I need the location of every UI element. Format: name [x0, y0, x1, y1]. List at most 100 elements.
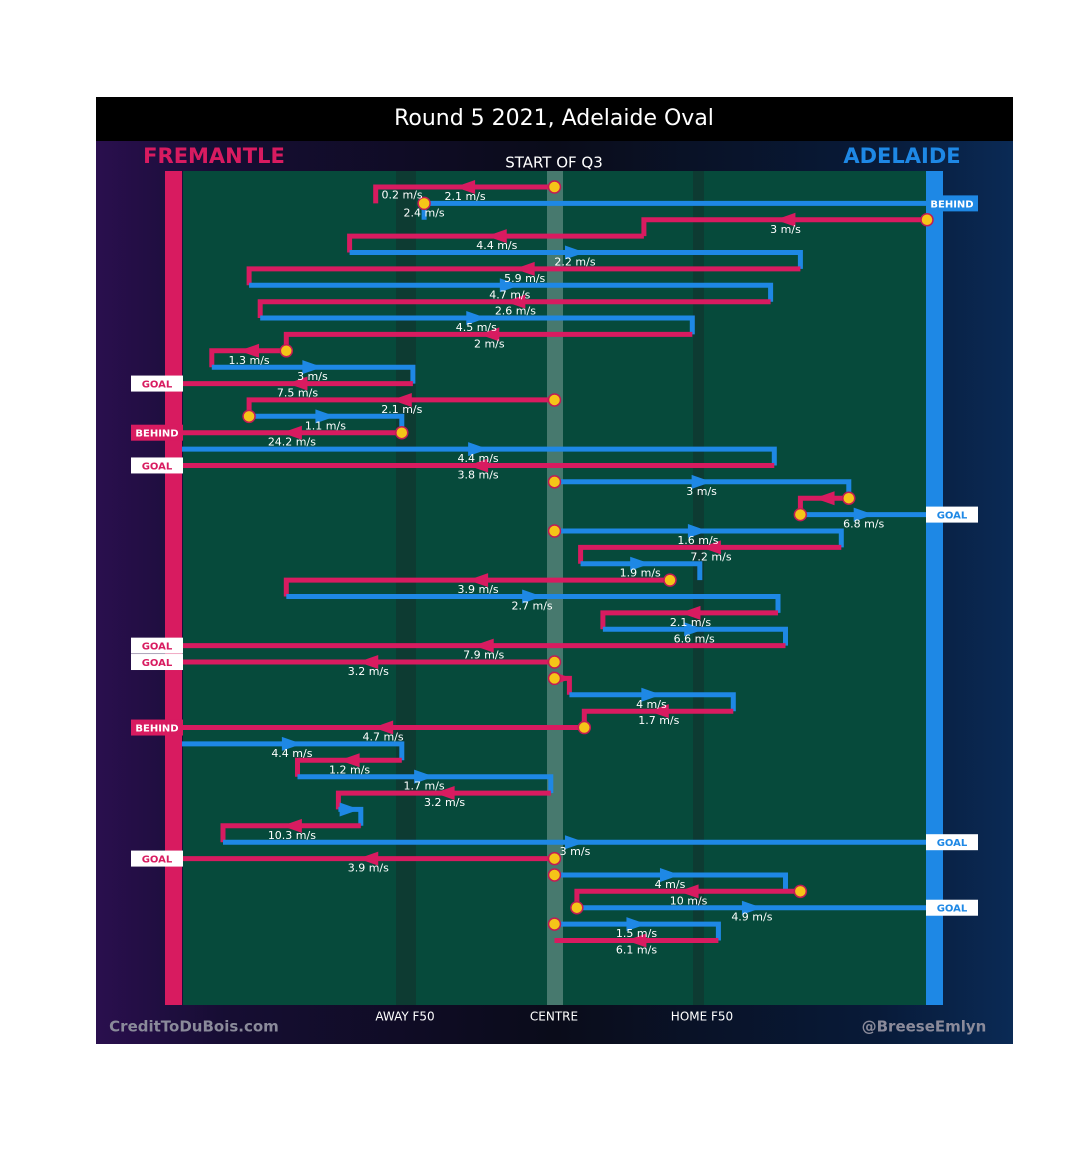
chain-35-arrow	[339, 753, 360, 768]
chain-21-arrow	[687, 523, 708, 538]
chain-14-arrow	[315, 409, 336, 424]
speed-label-26: 2.1 m/s	[670, 616, 711, 629]
chain-11-arrow	[302, 360, 323, 375]
stoppage-marker-1	[417, 196, 431, 211]
x-tick-away-f50: AWAY F50	[375, 1010, 434, 1024]
outcome-label-28: GOAL	[142, 642, 173, 653]
chain-34-arrow	[281, 736, 302, 751]
speed-label-13: 2.1 m/s	[381, 403, 422, 416]
stoppage-marker-20	[793, 507, 808, 522]
chain-34-path	[182, 741, 405, 761]
chain-44-arrow	[741, 900, 762, 915]
chain-26-arrow	[680, 605, 701, 620]
home-f50-band	[693, 171, 704, 1005]
fremantle-label: FREMANTLE	[143, 144, 285, 168]
chain-35-path	[295, 757, 402, 777]
outcome-badge-17	[131, 457, 183, 474]
stoppage-marker-45	[547, 917, 562, 931]
chain-23-arrow	[630, 556, 651, 571]
speed-label-36: 1.7 m/s	[404, 780, 445, 793]
chain-36-path	[297, 774, 554, 794]
chain-23-path	[580, 561, 703, 581]
chain-15-arrow	[281, 425, 302, 440]
chain-0-path	[373, 184, 555, 204]
chain-24-path	[283, 577, 670, 597]
centre-band	[547, 171, 563, 1005]
speed-label-10: 1.3 m/s	[229, 354, 270, 367]
chain-5-path	[246, 266, 801, 286]
chain-41-arrow	[358, 851, 379, 866]
speed-label-41: 3.9 m/s	[348, 862, 389, 875]
speed-label-33: 4.7 m/s	[363, 731, 404, 744]
chain-1-path	[421, 200, 927, 220]
credit-right: @BreeseEmlyn	[862, 1018, 987, 1036]
chain-28-arrow	[473, 638, 494, 653]
outcome-label-44: GOAL	[937, 904, 968, 915]
credit-left: CreditToDuBois.com	[109, 1018, 279, 1036]
chain-5-arrow	[514, 261, 535, 276]
outcome-badge-40	[926, 834, 978, 851]
chain-10-path	[209, 348, 287, 368]
stoppage-marker-14	[242, 409, 256, 424]
speed-label-44: 4.9 m/s	[731, 911, 772, 924]
outcome-badge-33	[131, 719, 183, 736]
chain-16-arrow	[468, 442, 489, 457]
chain-4-path	[349, 250, 803, 269]
outcome-badge-20	[926, 506, 978, 523]
outcome-label-17: GOAL	[142, 461, 173, 472]
chain-24-arrow	[468, 573, 489, 588]
chain-chart: Round 5 2021, Adelaide Oval FREMANTLE AD…	[96, 97, 1013, 1036]
speed-label-43: 10 m/s	[670, 894, 708, 907]
speed-label-32: 1.7 m/s	[638, 714, 679, 727]
chains-layer	[182, 180, 934, 948]
speed-label-3: 4.4 m/s	[476, 239, 517, 252]
fremantle-goal-line	[165, 171, 182, 1005]
stoppage-marker-18	[547, 475, 562, 489]
chain-12-arrow	[287, 376, 308, 391]
chain-3-arrow	[486, 229, 507, 244]
chain-39-arrow	[281, 818, 302, 833]
start-label-1: 0.2 m/s	[382, 188, 423, 201]
chain-40-arrow	[564, 835, 585, 850]
speed-label-28: 7.9 m/s	[463, 649, 504, 662]
chain-25-path	[286, 594, 781, 613]
speed-label-5: 5.9 m/s	[504, 272, 545, 285]
chain-33-arrow	[373, 720, 394, 735]
chain-25-arrow	[522, 589, 543, 604]
chart-title: Round 5 2021, Adelaide Oval	[394, 106, 714, 131]
outcome-label-1: BEHIND	[930, 199, 973, 210]
chain-39-path	[220, 823, 361, 843]
outcome-badge-44	[926, 899, 978, 916]
speed-label-2: 3 m/s	[770, 223, 801, 236]
outcome-label-41: GOAL	[142, 855, 173, 866]
speed-label-14: 1.1 m/s	[305, 419, 346, 432]
stoppage-marker-43	[793, 884, 808, 899]
speed-label-45: 1.5 m/s	[616, 927, 657, 940]
stoppage-marker-2	[920, 213, 934, 227]
chain-9-arrow	[479, 327, 500, 342]
chain-0-arrow	[455, 180, 476, 194]
chain-32-arrow	[648, 704, 669, 719]
speed-label-12: 7.5 m/s	[277, 387, 318, 400]
chain-42-arrow	[659, 867, 680, 882]
away-f50-band	[396, 171, 416, 1005]
chain-7-arrow	[505, 294, 526, 309]
speed-label-42: 4 m/s	[655, 878, 686, 891]
chain-36-arrow	[414, 769, 435, 784]
speed-label-25: 2.7 m/s	[512, 600, 553, 613]
adelaide-goal-line	[926, 171, 943, 1005]
chain-19-arrow	[814, 491, 835, 506]
speed-label-35: 1.2 m/s	[329, 763, 370, 776]
chain-43-arrow	[678, 884, 699, 899]
stoppage-marker-0	[547, 180, 562, 194]
chain-22-path	[578, 544, 842, 564]
speed-label-37: 3.2 m/s	[424, 796, 465, 809]
outcome-label-33: BEHIND	[135, 724, 178, 735]
chain-26-path	[600, 610, 778, 630]
chain-6-path	[249, 282, 774, 302]
adelaide-label: ADELAIDE	[843, 144, 960, 168]
stoppage-marker-33	[577, 720, 592, 735]
speed-label-15: 24.2 m/s	[268, 436, 316, 449]
chain-42-path	[554, 872, 788, 892]
